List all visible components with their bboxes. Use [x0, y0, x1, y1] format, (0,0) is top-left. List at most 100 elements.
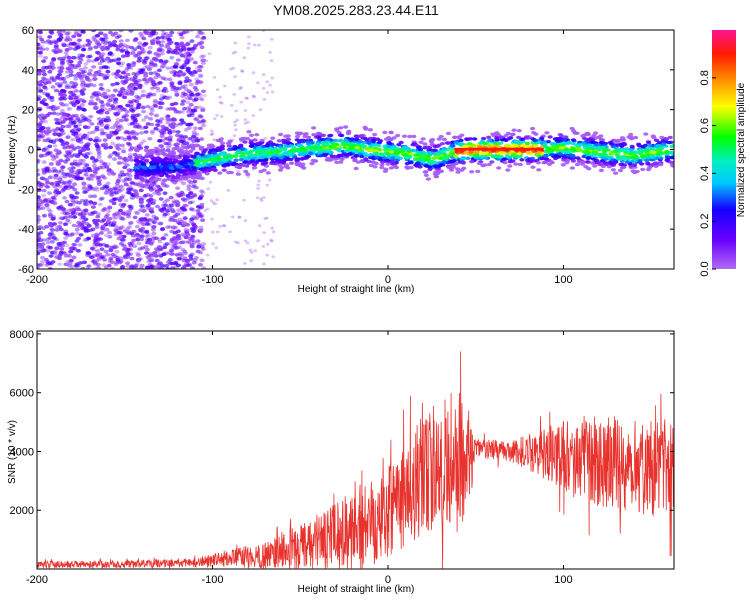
spectrogram-noise-cell [94, 58, 99, 62]
spectrogram-signal-cell [163, 172, 169, 176]
spectrogram-signal-cell [261, 168, 267, 172]
spectrogram-signal-cell [169, 155, 176, 159]
spectrogram-noise-cell [72, 182, 78, 186]
spectrogram-noise-cell [262, 98, 267, 101]
spectrogram-noise-cell [103, 118, 109, 123]
spectrogram-noise-cell [165, 225, 171, 229]
spectrogram-noise-cell [97, 202, 103, 207]
spectrogram-noise-cell [91, 65, 97, 69]
spectrogram-noise-cell [56, 170, 62, 174]
spectrogram-noise-cell [71, 256, 77, 260]
spectrogram-noise-cell [105, 133, 110, 138]
spectrogram-noise-cell [135, 251, 141, 256]
spectrogram-noise-cell [52, 184, 58, 189]
spectrogram-signal-cell [664, 151, 670, 155]
spectrogram-noise-cell [174, 237, 180, 241]
spectrogram-noise-cell [40, 259, 45, 264]
spectrogram-signal-cell [608, 142, 615, 146]
spectrogram-noise-cell [152, 100, 158, 105]
spectrogram-noise-cell [165, 145, 171, 150]
spectrogram-noise-cell [164, 115, 169, 120]
spectrogram-noise-cell [66, 220, 72, 225]
spectrogram-noise-cell [257, 224, 262, 228]
spectrogram-noise-cell [41, 248, 47, 252]
spectrogram-noise-cell [66, 55, 72, 60]
spectrogram-signal-cell [181, 175, 187, 180]
spectrogram-noise-cell [118, 208, 123, 213]
spectrogram-noise-cell [96, 266, 102, 269]
spectrogram-noise-cell [91, 36, 97, 40]
spectrogram-noise-cell [198, 96, 204, 100]
spectrogram-noise-cell [85, 147, 91, 151]
spectrogram-noise-cell [82, 190, 88, 194]
spectrogram-signal-cell [502, 161, 508, 165]
spectrogram-noise-cell [184, 76, 190, 80]
spectrogram-noise-cell [172, 241, 178, 246]
spectrogram-noise-cell [134, 122, 140, 127]
spectrogram-signal-cell [193, 163, 199, 167]
spectrogram-noise-cell [64, 243, 70, 248]
spectrogram-noise-cell [62, 196, 68, 200]
spectrogram-noise-cell [154, 264, 160, 269]
spectrogram-noise-cell [51, 111, 57, 116]
spectrogram-noise-cell [212, 117, 217, 120]
spectrogram-noise-cell [179, 118, 185, 122]
spectrogram-noise-cell [88, 202, 94, 206]
spectrogram-noise-cell [149, 218, 155, 222]
spectrogram-noise-cell [92, 262, 98, 266]
spectrogram-noise-cell [201, 242, 207, 246]
spectrogram-noise-cell [133, 37, 139, 41]
spectrogram-noise-cell [106, 172, 112, 176]
spectrogram-noise-cell [81, 47, 87, 52]
spectrogram-signal-cell [609, 151, 616, 155]
spectrogram-signal-cell [211, 151, 217, 155]
spectrogram-noise-cell [147, 50, 153, 54]
spectrogram-noise-cell [70, 185, 75, 190]
spectrogram-noise-cell [107, 44, 113, 48]
spectrogram-noise-cell [147, 30, 153, 34]
spectrogram-noise-cell [123, 113, 129, 117]
spectrogram-signal-cell [252, 138, 258, 142]
spectrogram-signal-cell [414, 152, 421, 156]
spectrogram-signal-cell [426, 151, 433, 155]
spectrogram-noise-cell [160, 138, 165, 143]
spectrogram-noise-cell [257, 43, 261, 47]
spectrogram-noise-cell [144, 180, 150, 184]
spectrogram-noise-cell [196, 42, 202, 46]
spectrogram-noise-cell [77, 162, 83, 166]
spectrogram-noise-cell [81, 135, 87, 140]
spectrogram-signal-cell [334, 127, 340, 131]
spectrogram-noise-cell [253, 249, 257, 253]
spectrogram-noise-cell [198, 115, 204, 119]
spectrogram-noise-cell [60, 165, 65, 170]
spectrogram-noise-cell [50, 76, 55, 81]
spectrogram-noise-cell [158, 59, 164, 63]
spectrogram-noise-cell [77, 243, 83, 247]
spectrogram-noise-cell [103, 249, 109, 254]
spectrogram-noise-cell [197, 68, 203, 73]
spectrogram-noise-cell [178, 48, 184, 53]
spectrogram-noise-cell [44, 65, 50, 70]
spectrogram-noise-cell [242, 198, 246, 202]
spectrogram-noise-cell [161, 32, 167, 36]
spectrogram-noise-cell [141, 118, 147, 122]
spectrogram-signal-cell [191, 154, 197, 158]
spectrogram-noise-cell [107, 51, 113, 55]
spectrogram-noise-cell [161, 206, 167, 211]
spectrogram-signal-cell [345, 153, 351, 157]
spectrogram-signal-cell [426, 156, 432, 161]
spectrogram-noise-cell [44, 47, 50, 51]
spectrogram-noise-cell [58, 69, 64, 74]
spectrogram-noise-cell [148, 253, 154, 258]
spectrogram-signal-cell [137, 164, 143, 168]
spectrogram-noise-cell [104, 227, 110, 232]
spectrogram-noise-cell [263, 137, 268, 140]
spectrogram-noise-cell [56, 241, 62, 246]
spectrogram-signal-cell [382, 130, 388, 135]
spectrogram-noise-cell [157, 239, 163, 244]
spectrogram-signal-cell [619, 159, 625, 163]
spectrogram-noise-cell [46, 191, 52, 195]
spectrogram-noise-cell [63, 160, 69, 165]
spectrogram-signal-cell [196, 155, 202, 159]
spectrogram-noise-cell [120, 225, 126, 229]
